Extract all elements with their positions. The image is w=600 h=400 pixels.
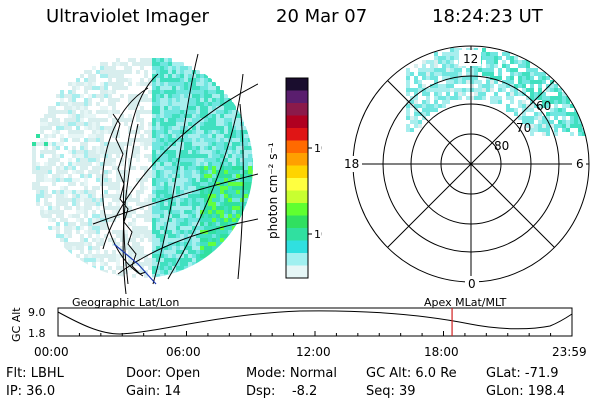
colorbar: 100 10 photon cm⁻² s⁻¹ (266, 77, 322, 279)
colorbar-tick-100: 100 (314, 142, 322, 155)
glon-info: GLon: 198.4 (486, 384, 566, 399)
geographic-image (32, 53, 258, 294)
timeline-xtick-1800: 18:00 (424, 345, 459, 359)
mlt-label-12: 12 (463, 52, 478, 66)
mlt-label-6: 6 (576, 157, 584, 171)
polar-image: 12 18 6 0 60 70 80 (340, 45, 590, 292)
colorbar-tick-10: 10 (314, 228, 322, 241)
timeline-xtick-2359: 23:59 (552, 345, 587, 359)
seq-info: Seq: 39 (366, 384, 416, 399)
filter-info: Flt: LBHL (6, 366, 64, 381)
observation-time: 18:24:23 UT (432, 6, 543, 27)
timeline-ytick-low: 1.8 (28, 327, 46, 340)
timeline-ylabel: GC Alt (10, 307, 23, 342)
gain-info: Gain: 14 (126, 384, 181, 399)
timeline-right-caption: Apex MLat/MLT (424, 296, 507, 309)
mlt-label-0: 0 (468, 277, 476, 291)
mode-info: Mode: Normal (246, 366, 337, 381)
coastline (112, 113, 147, 275)
door-info: Door: Open (126, 366, 201, 381)
polar-intensity-map (406, 48, 586, 136)
timeline-xtick-marks (57, 331, 573, 336)
mlat-label-70: 70 (516, 121, 531, 135)
mlat-label-80: 80 (494, 139, 509, 153)
orbit-timeline: Geographic Lat/Lon Apex MLat/MLT GC Alt … (10, 296, 587, 359)
mlat-label-60: 60 (536, 99, 551, 113)
dsp-info: Dsp: -8.2 (246, 384, 318, 399)
instrument-title: Ultraviolet Imager (46, 6, 209, 27)
colorbar-label: photon cm⁻² s⁻¹ (266, 142, 280, 239)
altitude-curve (57, 310, 573, 335)
timeline-xtick-1200: 12:00 (296, 345, 331, 359)
observation-date: 20 Mar 07 (276, 6, 368, 27)
colorbar-gradient (286, 78, 308, 279)
gc-alt-info: GC Alt: 6.0 Re (366, 366, 457, 381)
mlt-label-18: 18 (344, 157, 359, 171)
timeline-xtick-0600: 06:00 (166, 345, 201, 359)
glat-info: GLat: -71.9 (486, 366, 559, 381)
polar-grid (352, 45, 590, 283)
timeline-xtick-0000: 00:00 (34, 345, 69, 359)
timeline-left-caption: Geographic Lat/Lon (72, 296, 179, 309)
ip-info: IP: 36.0 (6, 384, 56, 399)
timeline-ytick-high: 9.0 (28, 306, 46, 319)
geographic-intensity-map (32, 58, 253, 278)
